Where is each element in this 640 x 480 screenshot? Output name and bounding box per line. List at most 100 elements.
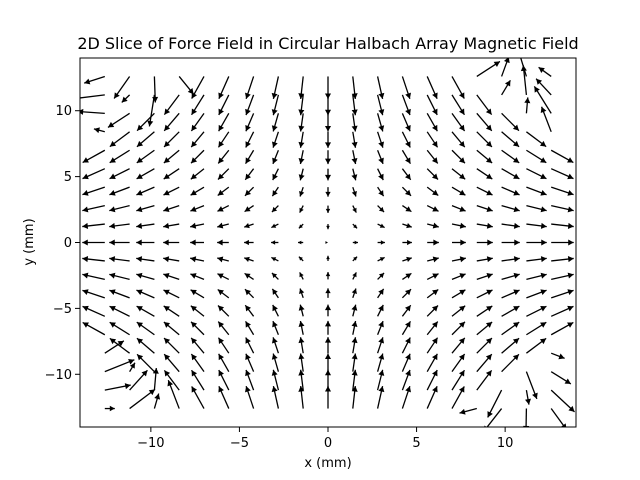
quiver-arrow [487,389,503,418]
quiver-arrow [550,289,574,299]
quiver-arrow [163,239,180,246]
quiver-arrow [163,321,180,336]
quiver-arrow [501,79,511,96]
quiver-arrow [271,385,280,409]
quiver-arrow [451,273,466,281]
quiver-arrow [451,256,466,263]
quiver-arrow [121,94,131,103]
quiver-arrow [351,113,358,132]
quiver-arrow [524,97,531,114]
quiver-arrow [501,337,520,354]
quiver-arrow [476,112,493,132]
quiver-arrow [217,239,229,246]
quiver-arrow [272,150,280,165]
quiver-arrow [104,340,125,354]
y-tick-label: 10 [55,104,72,119]
quiver-arrow [298,223,304,229]
quiver-arrow [535,78,552,96]
quiver-arrow [298,168,305,181]
quiver-arrow [109,239,130,246]
quiver-arrow [550,149,574,164]
quiver-arrow [526,272,547,281]
quiver-arrow [163,305,180,317]
quiver-arrow [324,304,332,317]
quiver-arrow [550,305,574,317]
quiver-arrow [163,168,180,180]
y-tick-label: 5 [64,170,72,185]
quiver-arrow [217,131,230,148]
quiver-arrow [245,337,255,354]
quiver-arrow [376,369,385,391]
quiver-arrow [352,272,357,280]
quiver-arrow [377,256,385,262]
quiver-arrow [324,337,332,354]
quiver-arrow [324,369,332,391]
quiver-arrow [299,288,305,299]
quiver-arrow [325,272,331,280]
quiver-arrow [526,256,547,263]
quiver-arrow [351,94,358,116]
quiver-arrow [401,304,412,317]
chart-title: 2D Slice of Force Field in Circular Halb… [77,34,578,53]
quiver-arrow [476,369,493,391]
quiver-arrow [271,240,279,245]
quiver-arrow [190,112,205,132]
quiver-arrow [476,289,493,299]
quiver-arrow [163,272,180,281]
quiver-arrow [163,256,180,263]
quiver-arrow [136,256,155,263]
quiver-arrow [271,186,279,197]
quiver-arrow [523,408,530,427]
quiver-arrow [526,337,547,354]
quiver-arrow [80,108,105,115]
quiver-arrow [190,149,205,164]
quiver-arrow [401,288,412,299]
quiver-arrow [426,168,439,180]
quiver-arrow [217,222,229,229]
quiver-arrow [476,94,493,116]
quiver-arrow [217,321,230,336]
y-tick-label: −5 [53,302,72,317]
quiver-arrow [526,222,547,229]
quiver-arrow [272,168,279,181]
quiver-arrow [501,305,520,317]
quiver-arrow [426,205,439,212]
quiver-arrow [401,337,411,354]
quiver-arrow [82,149,106,164]
quiver-arrow [426,149,439,164]
quiver-arrow [377,288,385,299]
quiver-arrow [426,369,438,391]
quiver-arrow [271,369,280,391]
quiver-arrow [426,353,438,372]
quiver-arrow [376,337,385,354]
quiver-arrow [352,240,358,245]
quiver-arrow [401,76,411,100]
quiver-arrow [152,76,159,103]
quiver-arrow [551,272,574,281]
quiver-arrow [525,389,531,405]
quiver-arrow [163,289,180,299]
quiver-arrow [82,272,105,281]
quiver-arrow [550,186,574,196]
quiver-arrow [326,255,330,261]
quiver-arrow [245,369,255,391]
quiver-arrow [351,304,358,317]
quiver-arrow [426,337,439,354]
quiver-arrow [298,131,305,148]
quiver-arrow [147,94,156,127]
quiver-arrow [401,369,411,391]
quiver-arrow [501,272,520,281]
quiver-arrow [190,273,205,281]
quiver-arrow [451,369,465,391]
quiver-arrow [501,321,520,336]
quiver-arrow [244,223,254,229]
quiver-arrow [190,239,204,246]
quiver-arrow [550,389,575,413]
quiver-arrow [451,186,466,196]
quiver-arrow [245,94,255,116]
quiver-arrow [190,168,205,180]
quiver-arrow [82,256,105,263]
quiver-arrow [82,222,105,229]
quiver-arrow [352,205,357,213]
quiver-arrow [109,289,130,299]
